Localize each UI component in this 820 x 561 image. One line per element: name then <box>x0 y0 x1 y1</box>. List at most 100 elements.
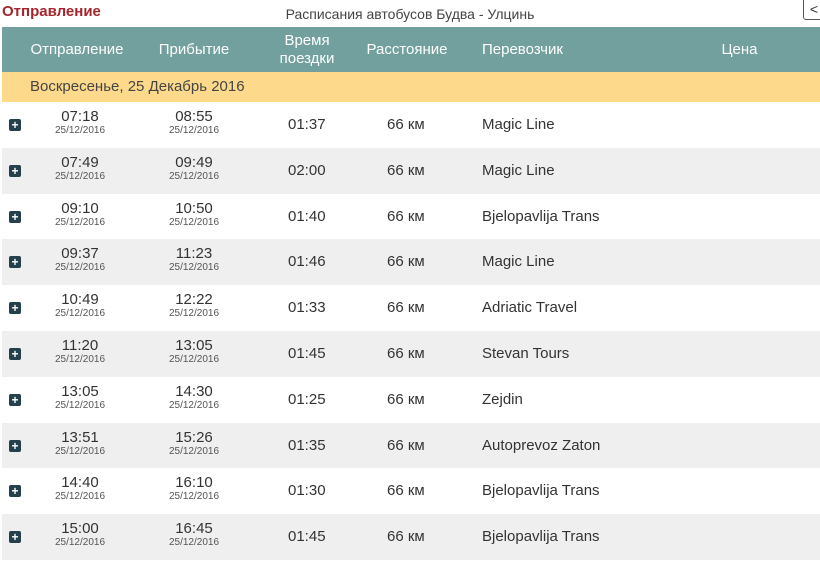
distance: 66 км <box>387 528 425 546</box>
distance: 66 км <box>387 299 425 317</box>
distance: 66 км <box>387 390 425 408</box>
departure-date: 25/12/2016 <box>54 262 106 274</box>
table-row[interactable]: + 13:51 25/12/2016 15:26 25/12/2016 01:35 … <box>2 422 820 469</box>
arrival-cell: 09:49 25/12/2016 <box>139 154 249 183</box>
table-row[interactable]: + 15:00 25/12/2016 16:45 25/12/2016 01:45 … <box>2 514 820 560</box>
arrival-cell: 12:22 25/12/2016 <box>139 291 249 320</box>
arrival-time: 16:45 <box>175 520 213 538</box>
arrival-cell: 13:05 25/12/2016 <box>139 337 249 366</box>
carrier: Magic Line <box>482 161 555 179</box>
carrier: Bjelopavlija Trans <box>482 528 600 546</box>
table-row[interactable]: + 14:40 25/12/2016 16:10 25/12/2016 01:30 … <box>2 468 820 514</box>
expand-plus-icon[interactable]: + <box>9 302 21 315</box>
table-row[interactable]: + 11:20 25/12/2016 13:05 25/12/2016 01:45 … <box>2 330 820 377</box>
top-bar: Отправление Расписания автобусов Будва -… <box>0 0 820 27</box>
arrival-date: 25/12/2016 <box>168 216 220 228</box>
departure-date: 25/12/2016 <box>54 170 106 182</box>
table-row[interactable]: + 09:10 25/12/2016 10:50 25/12/2016 01:40 … <box>2 194 820 240</box>
page-title: Расписания автобусов Будва - Улцинь <box>285 6 535 22</box>
arrival-date: 25/12/2016 <box>168 491 220 503</box>
expand-plus-icon[interactable]: + <box>9 531 21 544</box>
departure-time: 07:49 <box>61 153 99 171</box>
duration: 01:35 <box>288 436 326 454</box>
arrival-date: 25/12/2016 <box>168 262 220 274</box>
departure-time: 11:20 <box>61 336 99 354</box>
arrival-cell: 10:50 25/12/2016 <box>139 200 249 229</box>
col-distance[interactable]: Расстояние <box>366 40 448 58</box>
departure-time: 14:40 <box>61 474 99 492</box>
arrival-time: 12:22 <box>175 291 213 309</box>
carrier: Magic Line <box>482 116 555 133</box>
duration: 01:33 <box>288 299 326 317</box>
schedule-table: Отправление Прибытие Время поездки Расст… <box>2 27 820 560</box>
departure-time: 09:37 <box>61 245 99 263</box>
expand-plus-icon[interactable]: + <box>9 210 21 223</box>
departure-time: 13:51 <box>61 428 99 446</box>
departure-cell: 10:49 25/12/2016 <box>25 291 135 320</box>
arrival-date: 25/12/2016 <box>168 353 220 365</box>
departure-date: 25/12/2016 <box>54 399 106 411</box>
col-duration[interactable]: Время поездки <box>279 31 335 67</box>
carrier: Adriatic Travel <box>482 299 578 317</box>
table-row[interactable]: + 09:37 25/12/2016 11:23 25/12/2016 01:46 … <box>2 239 820 286</box>
table-row[interactable]: + 07:18 25/12/2016 08:55 25/12/2016 01:37 … <box>2 102 820 148</box>
distance: 66 км <box>387 207 425 225</box>
departure-date: 25/12/2016 <box>54 491 106 503</box>
carrier: Bjelopavlija Trans <box>482 482 600 500</box>
carrier: Autoprevoz Zaton <box>482 436 601 454</box>
departure-cell: 09:37 25/12/2016 <box>25 245 135 274</box>
expand-plus-icon[interactable]: + <box>9 119 21 131</box>
duration: 01:37 <box>288 116 326 133</box>
departure-time: 13:05 <box>61 382 99 400</box>
distance: 66 км <box>387 116 425 133</box>
table-row[interactable]: + 07:49 25/12/2016 09:49 25/12/2016 02:00 … <box>2 147 820 194</box>
duration: 01:25 <box>288 390 326 408</box>
expand-plus-icon[interactable]: + <box>9 439 21 452</box>
carrier: Stevan Tours <box>482 344 570 362</box>
carrier: Zejdin <box>482 390 523 408</box>
table-row[interactable]: + 13:05 25/12/2016 14:30 25/12/2016 01:25 … <box>2 377 820 423</box>
arrival-time: 10:50 <box>175 199 213 217</box>
departure-date: 25/12/2016 <box>54 125 106 136</box>
arrival-date: 25/12/2016 <box>168 445 220 457</box>
duration: 01:40 <box>288 207 326 225</box>
expand-plus-icon[interactable]: + <box>9 485 21 498</box>
date-group-header: Воскресенье, 25 Декабрь 2016 <box>2 72 820 102</box>
departure-cell: 15:00 25/12/2016 <box>25 520 135 549</box>
expand-plus-icon[interactable]: + <box>9 256 21 269</box>
expand-plus-icon[interactable]: + <box>9 393 21 406</box>
departure-cell: 13:51 25/12/2016 <box>25 429 135 458</box>
distance: 66 км <box>387 161 425 179</box>
departure-time: 15:00 <box>61 520 99 538</box>
arrival-time: 16:10 <box>175 474 213 492</box>
departure-time: 09:10 <box>61 199 99 217</box>
arrival-cell: 11:23 25/12/2016 <box>139 245 249 274</box>
table-row[interactable]: + 10:49 25/12/2016 12:22 25/12/2016 01:33 … <box>2 285 820 331</box>
expand-plus-icon[interactable]: + <box>9 347 21 360</box>
brand-title: Отправление <box>2 3 101 20</box>
col-arrival[interactable]: Прибытие <box>158 40 230 58</box>
arrival-time: 13:05 <box>175 336 213 354</box>
table-header: Отправление Прибытие Время поездки Расст… <box>2 27 820 72</box>
share-icon[interactable]: < <box>803 0 820 20</box>
arrival-date: 25/12/2016 <box>168 308 220 320</box>
duration: 01:30 <box>288 482 326 500</box>
departure-cell: 13:05 25/12/2016 <box>25 383 135 412</box>
arrival-date: 25/12/2016 <box>168 170 220 182</box>
expand-plus-icon[interactable]: + <box>9 164 21 177</box>
distance: 66 км <box>387 436 425 454</box>
col-carrier[interactable]: Перевозчик <box>482 40 563 58</box>
col-price[interactable]: Цена <box>721 40 758 58</box>
departure-cell: 14:40 25/12/2016 <box>25 474 135 503</box>
arrival-time: 09:49 <box>175 153 213 171</box>
arrival-cell: 14:30 25/12/2016 <box>139 383 249 412</box>
arrival-cell: 16:10 25/12/2016 <box>139 474 249 503</box>
duration: 02:00 <box>288 161 326 179</box>
carrier: Magic Line <box>482 253 555 271</box>
arrival-cell: 16:45 25/12/2016 <box>139 520 249 549</box>
col-departure[interactable]: Отправление <box>30 40 124 58</box>
departure-date: 25/12/2016 <box>54 353 106 365</box>
carrier: Bjelopavlija Trans <box>482 207 600 225</box>
arrival-date: 25/12/2016 <box>168 125 220 136</box>
distance: 66 км <box>387 344 425 362</box>
